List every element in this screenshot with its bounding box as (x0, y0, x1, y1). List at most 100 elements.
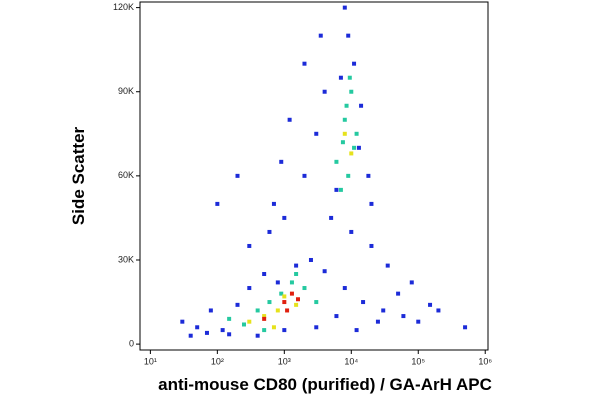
point (359, 103, 364, 108)
point (409, 280, 414, 285)
point (302, 173, 307, 178)
point (329, 215, 334, 220)
point (294, 263, 299, 268)
point (340, 140, 345, 145)
point (463, 325, 468, 330)
point (334, 314, 339, 319)
point (275, 308, 280, 313)
point (180, 319, 185, 324)
point (352, 61, 357, 66)
point (227, 316, 232, 321)
point (322, 269, 327, 274)
point (338, 187, 343, 192)
point (369, 243, 374, 248)
point (342, 117, 347, 122)
point (334, 159, 339, 164)
point (275, 280, 280, 285)
point (401, 314, 406, 319)
point (346, 173, 351, 178)
x-tick-label: 10⁶ (478, 356, 492, 366)
point (208, 308, 213, 313)
point (262, 272, 267, 277)
point (349, 151, 354, 156)
point (282, 328, 287, 333)
point (279, 159, 284, 164)
point (287, 117, 292, 122)
point (267, 229, 272, 234)
point (267, 300, 272, 305)
x-tick-label: 10⁴ (344, 356, 358, 366)
x-tick-label: 10² (211, 356, 224, 366)
point (289, 291, 294, 296)
point (262, 314, 267, 319)
x-tick-label: 10³ (278, 356, 291, 366)
point (282, 300, 287, 305)
point (352, 145, 357, 150)
point (375, 319, 380, 324)
point (241, 322, 246, 327)
point (346, 33, 351, 38)
point (428, 302, 433, 307)
point (255, 333, 260, 338)
point (347, 75, 352, 80)
point (235, 302, 240, 307)
point (262, 316, 267, 321)
point (338, 75, 343, 80)
point (247, 243, 252, 248)
y-tick-label: 0 (129, 338, 134, 348)
point (271, 201, 276, 206)
point (342, 5, 347, 10)
point (262, 328, 267, 333)
point (366, 173, 371, 178)
point (294, 302, 299, 307)
point (314, 325, 319, 330)
point (271, 325, 276, 330)
point (215, 201, 220, 206)
point (344, 103, 349, 108)
point (302, 61, 307, 66)
point (342, 286, 347, 291)
point (279, 291, 284, 296)
point (349, 89, 354, 94)
point (285, 308, 290, 313)
point (381, 308, 386, 313)
point (282, 215, 287, 220)
point (354, 328, 359, 333)
x-tick-label: 10⁵ (411, 356, 425, 366)
point (314, 131, 319, 136)
y-tick-label: 60K (118, 170, 134, 180)
plot-frame (139, 1, 489, 351)
point (220, 328, 225, 333)
x-tick-label: 10¹ (144, 356, 157, 366)
point (289, 280, 294, 285)
point (318, 33, 323, 38)
point (354, 131, 359, 136)
point (235, 173, 240, 178)
point (334, 187, 339, 192)
point (361, 300, 366, 305)
y-tick-label: 90K (118, 86, 134, 96)
point (247, 319, 252, 324)
y-axis-label: Side Scatter (69, 126, 88, 225)
point (282, 294, 287, 299)
x-axis-label: anti-mouse CD80 (purified) / GA-ArH APC (158, 375, 492, 394)
point (188, 333, 193, 338)
point (295, 297, 300, 302)
point (255, 308, 260, 313)
point (349, 229, 354, 234)
point (308, 257, 313, 262)
point (436, 308, 441, 313)
point (356, 145, 361, 150)
point (385, 263, 390, 268)
point (247, 286, 252, 291)
point (396, 291, 401, 296)
y-tick-label: 120K (113, 2, 134, 12)
point (342, 131, 347, 136)
point (294, 272, 299, 277)
point (227, 332, 232, 337)
point (195, 325, 200, 330)
point (302, 286, 307, 291)
point (416, 319, 421, 324)
point (204, 330, 209, 335)
